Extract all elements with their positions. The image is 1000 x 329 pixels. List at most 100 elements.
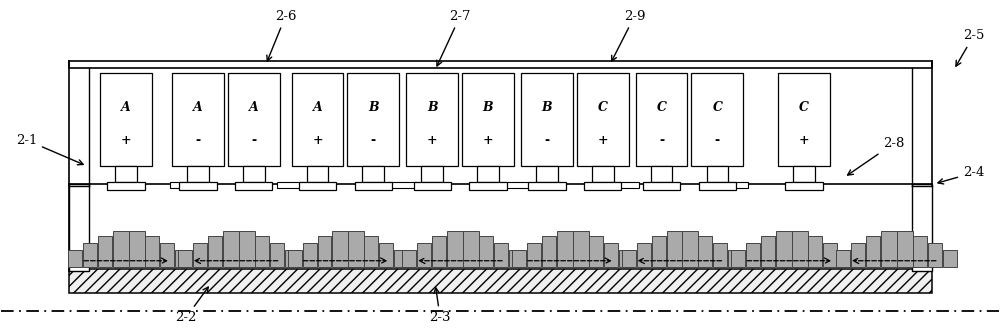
Bar: [776, 231, 792, 267]
Text: +: +: [427, 134, 438, 147]
Bar: [728, 250, 742, 267]
Bar: [160, 243, 174, 267]
Text: B: B: [427, 101, 438, 114]
Text: 2-1: 2-1: [16, 134, 83, 165]
Bar: [208, 236, 222, 267]
Bar: [98, 236, 112, 267]
Text: -: -: [251, 134, 256, 147]
Bar: [699, 182, 736, 190]
Bar: [235, 182, 272, 190]
Text: A: A: [249, 101, 259, 114]
Bar: [447, 231, 463, 267]
Text: 2-7: 2-7: [437, 10, 471, 66]
Bar: [394, 250, 408, 267]
Bar: [943, 250, 957, 267]
Bar: [912, 184, 932, 270]
Text: -: -: [659, 134, 664, 147]
Text: C: C: [712, 101, 722, 114]
Bar: [667, 231, 682, 267]
Text: +: +: [312, 134, 323, 147]
Bar: [577, 73, 629, 166]
Text: 2-9: 2-9: [612, 10, 645, 61]
Bar: [243, 166, 265, 182]
Bar: [528, 182, 566, 190]
Bar: [851, 243, 865, 267]
Bar: [332, 231, 348, 267]
Bar: [928, 243, 942, 267]
Bar: [536, 166, 558, 182]
Bar: [778, 73, 830, 166]
Bar: [838, 250, 852, 267]
Bar: [362, 166, 384, 182]
Bar: [527, 243, 541, 267]
Bar: [604, 243, 618, 267]
Bar: [170, 182, 198, 188]
Bar: [255, 236, 269, 267]
Bar: [462, 73, 514, 166]
Text: -: -: [715, 134, 720, 147]
Text: B: B: [542, 101, 552, 114]
Bar: [643, 182, 680, 190]
Bar: [145, 236, 159, 267]
Bar: [720, 182, 748, 188]
Text: B: B: [368, 101, 379, 114]
Bar: [172, 73, 224, 166]
Bar: [285, 250, 299, 267]
Bar: [691, 73, 743, 166]
Bar: [83, 243, 97, 267]
Text: 2-2: 2-2: [175, 287, 208, 324]
Bar: [187, 166, 209, 182]
Bar: [761, 236, 775, 267]
Bar: [636, 73, 687, 166]
Bar: [318, 236, 331, 267]
Bar: [521, 73, 573, 166]
Bar: [388, 182, 416, 188]
Bar: [307, 166, 328, 182]
Text: A: A: [193, 101, 203, 114]
Bar: [897, 231, 913, 267]
Bar: [299, 182, 336, 190]
Bar: [69, 269, 932, 293]
Bar: [193, 243, 207, 267]
Bar: [175, 250, 189, 267]
Bar: [494, 243, 508, 267]
Text: 2-8: 2-8: [848, 137, 905, 175]
Text: -: -: [544, 134, 549, 147]
Bar: [637, 243, 651, 267]
Bar: [622, 250, 636, 267]
Bar: [113, 231, 129, 267]
Text: +: +: [799, 134, 809, 147]
Bar: [589, 236, 603, 267]
Bar: [501, 182, 529, 188]
Bar: [303, 243, 317, 267]
Text: +: +: [597, 134, 608, 147]
Bar: [355, 182, 392, 190]
Bar: [682, 231, 698, 267]
Bar: [651, 166, 672, 182]
Bar: [707, 166, 728, 182]
Bar: [793, 166, 815, 182]
Bar: [129, 231, 145, 267]
Text: 2-3: 2-3: [429, 288, 451, 324]
Bar: [746, 243, 760, 267]
Text: A: A: [313, 101, 322, 114]
Bar: [542, 236, 556, 267]
Bar: [785, 182, 823, 190]
Bar: [292, 73, 343, 166]
Bar: [414, 182, 451, 190]
Bar: [611, 182, 639, 188]
Bar: [270, 243, 284, 267]
Bar: [584, 182, 621, 190]
Bar: [477, 166, 499, 182]
Bar: [713, 243, 727, 267]
Bar: [69, 184, 932, 270]
Text: A: A: [121, 101, 131, 114]
Text: C: C: [598, 101, 608, 114]
Bar: [364, 236, 378, 267]
Bar: [557, 231, 573, 267]
Bar: [69, 184, 89, 270]
Bar: [68, 250, 82, 267]
Text: 2-4: 2-4: [938, 166, 984, 184]
Bar: [348, 231, 364, 267]
Bar: [406, 73, 458, 166]
